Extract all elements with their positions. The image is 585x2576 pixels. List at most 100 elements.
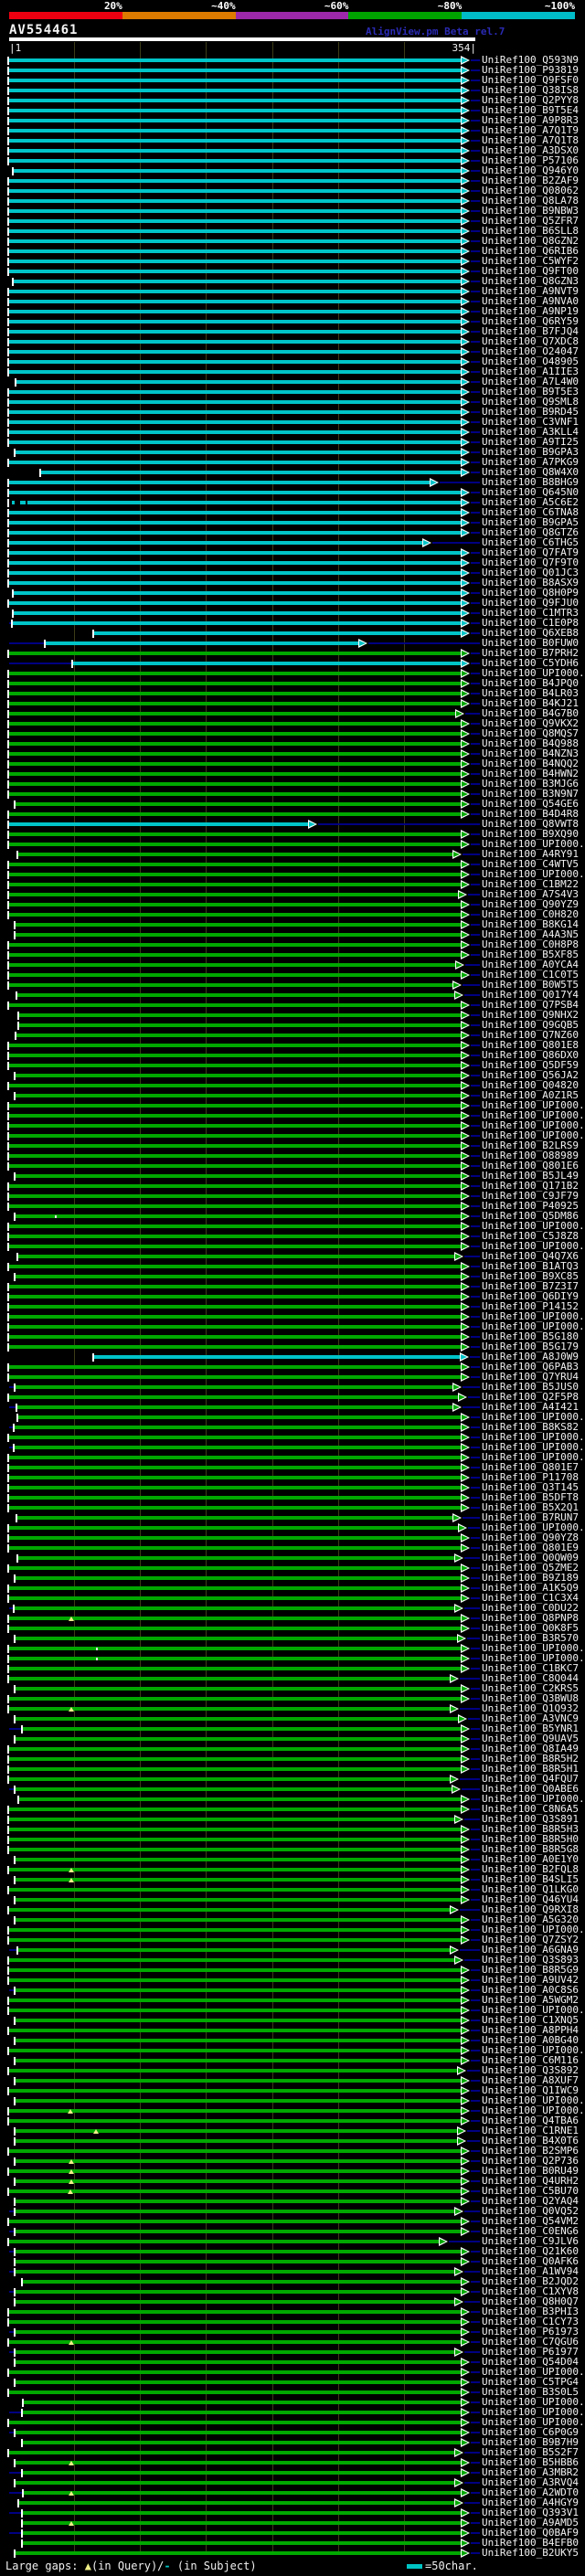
alignment-row[interactable]: UniRef100_A7L4W0 <box>0 376 585 387</box>
hit-label[interactable]: UniRef100_B0FUW0 <box>482 637 579 649</box>
alignment-row[interactable]: UniRef100_A3DSX0 <box>0 145 585 156</box>
alignment-row[interactable]: UniRef100_A1WV94 <box>0 2265 585 2277</box>
alignment-row[interactable]: UniRef100_C0DU22 <box>0 1603 585 1614</box>
alignment-row[interactable]: UniRef100_Q8W4X0 <box>0 467 585 478</box>
alignment-row[interactable]: UniRef100_A9P8R3 <box>0 114 585 126</box>
hit-label[interactable]: UniRef100_C1CY73 <box>482 2316 579 2327</box>
hit-label[interactable]: UniRef100_Q1LKG0 <box>482 1883 579 1895</box>
hit-label[interactable]: UniRef100_A7L4W0 <box>482 376 579 387</box>
hit-label[interactable]: UniRef100_A3MBR2 <box>482 2466 579 2478</box>
hit-label[interactable]: UniRef100_A8J0W9 <box>482 1351 579 1362</box>
hit-label[interactable]: UniRef100_B9Z189 <box>482 1572 579 1584</box>
hit-label[interactable]: UniRef100_Q46YU4 <box>482 1893 579 1905</box>
alignment-row[interactable]: UniRef100_B9NBW3 <box>0 206 585 217</box>
hit-label[interactable]: UniRef100_Q645N0 <box>482 486 579 498</box>
hit-label[interactable]: UniRef100_Q4URH2 <box>482 2175 579 2187</box>
alignment-row[interactable]: UniRef100_UPI000.. <box>0 1431 585 1443</box>
hit-label[interactable]: UniRef100_UPI000.. <box>482 1431 585 1443</box>
hit-label[interactable]: UniRef100_Q7PSB4 <box>482 999 579 1011</box>
alignment-row[interactable]: UniRef100_Q9GQB5 <box>0 1020 585 1031</box>
alignment-row[interactable]: UniRef100_B4D4R8 <box>0 808 585 820</box>
alignment-row[interactable]: UniRef100_C0H820 <box>0 909 585 920</box>
alignment-row[interactable]: UniRef100_C5YDH6 <box>0 658 585 669</box>
alignment-row[interactable]: UniRef100_B7PRH2 <box>0 648 585 659</box>
alignment-row[interactable]: UniRef100_A0BG40 <box>0 2035 585 2046</box>
alignment-row[interactable]: UniRef100_A9AMD5 <box>0 2518 585 2528</box>
hit-label[interactable]: UniRef100_Q7YRU4 <box>482 1371 579 1383</box>
hit-label[interactable]: UniRef100_UPI000.. <box>482 1451 585 1463</box>
alignment-row[interactable]: UniRef100_P11708 <box>0 1472 585 1483</box>
hit-label[interactable]: UniRef100_A5G320 <box>482 1913 579 1925</box>
hit-label[interactable]: UniRef100_C5WYF2 <box>482 255 579 267</box>
hit-label[interactable]: UniRef100_B7RUN7 <box>482 1511 579 1523</box>
hit-label[interactable]: UniRef100_B4X0T6 <box>482 2135 579 2147</box>
hit-label[interactable]: UniRef100_Q8GZN2 <box>482 235 579 247</box>
alignment-row[interactable]: UniRef100_C9JF79 <box>0 1191 585 1202</box>
alignment-row[interactable]: UniRef100_UPI000.. <box>0 1241 585 1252</box>
alignment-row[interactable]: UniRef100_B9B7H9 <box>0 2437 585 2448</box>
alignment-row[interactable]: UniRef100_B5HBB6 <box>0 2457 585 2468</box>
hit-label[interactable]: UniRef100_B4LR03 <box>482 687 579 699</box>
alignment-row[interactable]: UniRef100_Q9SML8 <box>0 397 585 408</box>
alignment-row[interactable]: UniRef100_B6SLL8 <box>0 226 585 237</box>
hit-label[interactable]: UniRef100_B2JQD2 <box>482 2275 579 2287</box>
hit-label[interactable]: UniRef100_B8R5H2 <box>482 1753 579 1765</box>
alignment-row[interactable]: UniRef100_C1RNE1 <box>0 2125 585 2136</box>
alignment-row[interactable]: UniRef100_Q8PNP8 <box>0 1613 585 1624</box>
hit-label[interactable]: UniRef100_B4NZN3 <box>482 747 579 759</box>
hit-label[interactable]: UniRef100_Q801E9 <box>482 1542 579 1553</box>
alignment-row[interactable]: UniRef100_C2KRS5 <box>0 1683 585 1694</box>
alignment-row[interactable]: UniRef100_Q0AFK6 <box>0 2256 585 2267</box>
hit-label[interactable]: UniRef100_Q56JA2 <box>482 1069 579 1081</box>
hit-label[interactable]: UniRef100_C0ENG6 <box>482 2225 579 2237</box>
hit-label[interactable]: UniRef100_Q8GTZ6 <box>482 526 579 538</box>
hit-label[interactable]: UniRef100_B9XQ90 <box>482 828 579 840</box>
hit-label[interactable]: UniRef100_A4RY91 <box>482 848 579 860</box>
hit-label[interactable]: UniRef100_P61977 <box>482 2346 579 2358</box>
alignment-row[interactable]: UniRef100_A7S4V3 <box>0 889 585 900</box>
hit-label[interactable]: UniRef100_P93819 <box>482 64 579 76</box>
alignment-row[interactable]: UniRef100_Q7ZSY2 <box>0 1935 585 1945</box>
hit-label[interactable]: UniRef100_B4D4R8 <box>482 808 579 820</box>
hit-label[interactable]: UniRef100_A1WV94 <box>482 2265 579 2277</box>
hit-label[interactable]: UniRef100_C8Q044 <box>482 1672 579 1684</box>
hit-label[interactable]: UniRef100_B1ATQ3 <box>482 1260 579 1272</box>
hit-label[interactable]: UniRef100_B5JL49 <box>482 1170 579 1182</box>
alignment-row[interactable]: UniRef100_Q6RY59 <box>0 316 585 327</box>
alignment-row[interactable]: UniRef100_O88989 <box>0 1150 585 1161</box>
hit-label[interactable]: UniRef100_B9GPA5 <box>482 516 579 528</box>
hit-label[interactable]: UniRef100_C1MTR3 <box>482 607 579 619</box>
hit-label[interactable]: UniRef100_A2WDT0 <box>482 2486 579 2498</box>
hit-label[interactable]: UniRef100_B3PHI3 <box>482 2306 579 2317</box>
hit-label[interactable]: UniRef100_B4SLI5 <box>482 1873 579 1885</box>
hit-label[interactable]: UniRef100_B8R5G9 <box>482 1964 579 1976</box>
alignment-row[interactable]: UniRef100_B2UKY5 <box>0 2548 585 2559</box>
alignment-row[interactable]: UniRef100_Q7F9T0 <box>0 557 585 568</box>
alignment-row[interactable]: UniRef100_Q8H0P9 <box>0 588 585 599</box>
alignment-row[interactable]: UniRef100_Q08062 <box>0 186 585 196</box>
alignment-row[interactable]: UniRef100_Q801E6 <box>0 1161 585 1171</box>
alignment-row[interactable]: UniRef100_Q4Q7X6 <box>0 1251 585 1262</box>
hit-label[interactable]: UniRef100_Q01JC3 <box>482 567 579 578</box>
hit-label[interactable]: UniRef100_P40925 <box>482 1200 579 1212</box>
alignment-row[interactable]: UniRef100_B4LR03 <box>0 687 585 699</box>
alignment-row[interactable]: UniRef100_Q7FAT9 <box>0 547 585 558</box>
alignment-row[interactable]: UniRef100_UPI000.. <box>0 869 585 880</box>
alignment-row[interactable]: UniRef100_B1ATQ3 <box>0 1260 585 1272</box>
hit-label[interactable]: UniRef100_Q2P736 <box>482 2155 579 2167</box>
hit-label[interactable]: UniRef100_A9P8R3 <box>482 114 579 126</box>
hit-label[interactable]: UniRef100_B5XF85 <box>482 949 579 960</box>
alignment-row[interactable]: UniRef100_C5J8Z8 <box>0 1231 585 1242</box>
hit-label[interactable]: UniRef100_Q7NZ60 <box>482 1029 579 1041</box>
hit-label[interactable]: UniRef100_B2SMP6 <box>482 2145 579 2157</box>
alignment-row[interactable]: UniRef100_B8R5H1 <box>0 1764 585 1775</box>
alignment-row[interactable]: UniRef100_Q86DX0 <box>0 1050 585 1061</box>
hit-label[interactable]: UniRef100_Q7XDC8 <box>482 335 579 347</box>
alignment-row[interactable]: UniRef100_Q54VM2 <box>0 2216 585 2227</box>
hit-label[interactable]: UniRef100_Q54D04 <box>482 2356 579 2368</box>
alignment-row[interactable]: UniRef100_C3VNF1 <box>0 417 585 428</box>
alignment-row[interactable]: UniRef100_B4Q988 <box>0 738 585 749</box>
hit-label[interactable]: UniRef100_Q8IA49 <box>482 1743 579 1754</box>
hit-label[interactable]: UniRef100_B5G179 <box>482 1341 579 1352</box>
alignment-row[interactable]: UniRef100_B2JQD2 <box>0 2275 585 2287</box>
